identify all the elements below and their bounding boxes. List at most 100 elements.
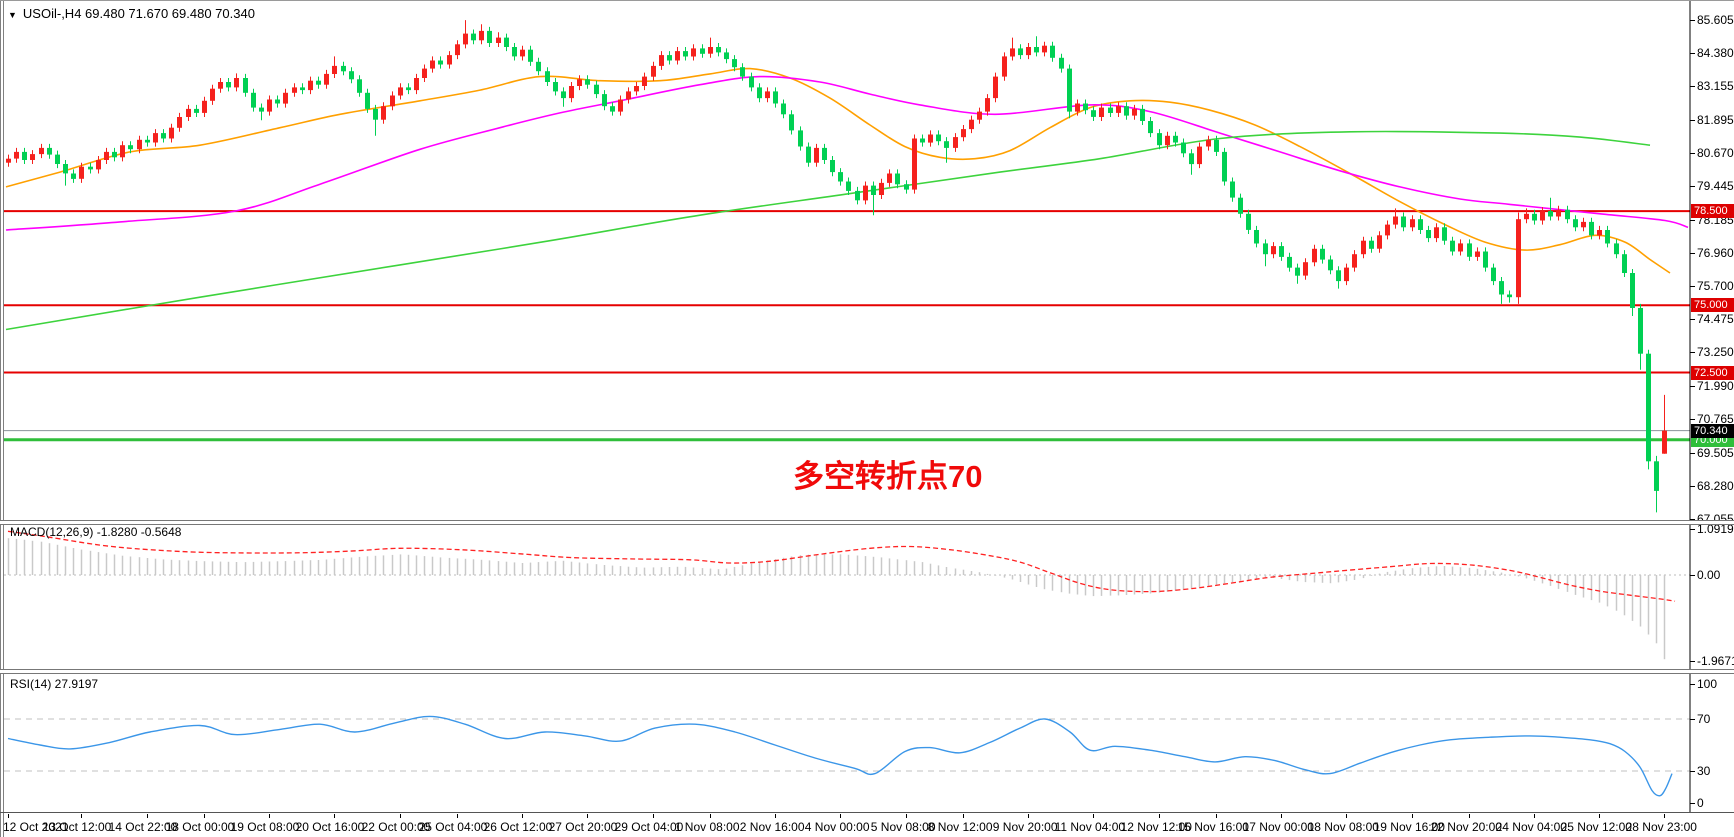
price-label-box-75.000: 75.000 <box>1691 298 1734 312</box>
time-tick <box>522 814 523 818</box>
macd-histogram <box>7 538 1666 660</box>
macd-signal-line <box>7 530 1676 602</box>
ma-mid <box>5 75 1689 231</box>
axis-tick <box>1690 53 1695 54</box>
price-tick-68.280: 68.280 <box>1697 479 1734 493</box>
time-label: 18 Nov 08:00 <box>1307 820 1379 834</box>
ma-fast <box>5 67 1671 274</box>
macd-tick--1.9671: -1.9671 <box>1697 654 1734 668</box>
time-label: 26 Oct 12:00 <box>483 820 553 834</box>
price-tick-81.895: 81.895 <box>1697 113 1734 127</box>
time-label: 24 Nov 04:00 <box>1495 820 1567 834</box>
window-left-border-inner <box>3 1 4 837</box>
rsi-tick-70: 70 <box>1697 712 1711 726</box>
chevron-down-icon[interactable]: ▼ <box>8 10 17 20</box>
time-label: 8 Nov 12:00 <box>927 820 993 834</box>
price-tick-76.960: 76.960 <box>1697 246 1734 260</box>
time-label: 12 Oct 2021 <box>3 820 69 834</box>
axis-tick <box>1690 120 1695 121</box>
time-label: 25 Nov 12:00 <box>1560 820 1632 834</box>
axis-tick <box>1690 86 1695 87</box>
annotation-text: 多空转折点70 <box>793 459 983 494</box>
axis-tick <box>1690 20 1695 21</box>
panel-divider-macd[interactable] <box>0 520 1734 525</box>
price-tick-70.765: 70.765 <box>1697 412 1734 426</box>
rsi-line <box>7 715 1673 797</box>
time-tick <box>963 814 964 818</box>
axis-tick <box>1690 486 1695 487</box>
time-tick <box>1346 814 1347 818</box>
axis-tick <box>1690 286 1695 287</box>
time-label: 11 Nov 04:00 <box>1054 820 1126 834</box>
time-tick <box>1281 814 1282 818</box>
time-tick <box>840 814 841 818</box>
axis-tick <box>1690 253 1695 254</box>
time-tick <box>1093 814 1094 818</box>
time-label: 17 Nov 00:00 <box>1242 820 1314 834</box>
axis-tick <box>1690 719 1695 720</box>
axis-tick <box>1690 352 1695 353</box>
time-tick <box>81 814 82 818</box>
chart-title-bar: ▼ USOil-,H4 69.480 71.670 69.480 70.340 <box>8 6 255 21</box>
time-tick <box>8 814 9 818</box>
rsi-indicator-label: RSI(14) 27.9197 <box>10 677 99 691</box>
time-tick <box>400 814 401 818</box>
time-tick <box>1159 814 1160 818</box>
time-label: 4 Nov 00:00 <box>804 820 870 834</box>
rsi-tick-100: 100 <box>1697 677 1718 691</box>
axis-tick <box>1690 419 1695 420</box>
time-label: 5 Nov 08:00 <box>870 820 936 834</box>
time-label: 27 Oct 20:00 <box>548 820 618 834</box>
axis-tick <box>1690 803 1695 804</box>
time-label: 15 Nov 16:00 <box>1177 820 1249 834</box>
axis-tick <box>1690 519 1695 520</box>
time-tick <box>1664 814 1665 818</box>
panel-divider-rsi[interactable] <box>0 669 1734 674</box>
time-tick <box>1412 814 1413 818</box>
macd-indicator-label: MACD(12,26,9) -1.8280 -0.5648 <box>10 525 182 539</box>
price-tick-80.670: 80.670 <box>1697 146 1734 160</box>
axis-tick <box>1690 153 1695 154</box>
rsi-tick-30: 30 <box>1697 764 1711 778</box>
time-tick <box>710 814 711 818</box>
axis-tick <box>1690 319 1695 320</box>
axis-tick <box>1690 529 1695 530</box>
axis-tick <box>1690 771 1695 772</box>
time-label: 9 Nov 20:00 <box>992 820 1058 834</box>
price-tick-69.505: 69.505 <box>1697 446 1734 460</box>
time-tick <box>147 814 148 818</box>
macd-tick-1.0919: 1.0919 <box>1697 522 1734 536</box>
price-tick-84.380: 84.380 <box>1697 46 1734 60</box>
time-tick <box>653 814 654 818</box>
price-tick-75.700: 75.700 <box>1697 279 1734 293</box>
time-tick <box>1599 814 1600 818</box>
time-label: 14 Oct 22:00 <box>108 820 178 834</box>
time-label: 19 Nov 16:00 <box>1373 820 1445 834</box>
time-axis-border <box>0 812 1734 813</box>
time-tick <box>334 814 335 818</box>
time-tick <box>1534 814 1535 818</box>
ma-slow <box>5 130 1651 331</box>
axis-tick <box>1690 386 1695 387</box>
price-tick-83.155: 83.155 <box>1697 79 1734 93</box>
time-tick <box>587 814 588 818</box>
price-label-box-72.500: 72.500 <box>1691 366 1734 380</box>
window-left-border <box>0 1 1 837</box>
axis-tick <box>1690 453 1695 454</box>
time-label: 28 Nov 23:00 <box>1625 820 1697 834</box>
time-tick <box>457 814 458 818</box>
axis-tick <box>1690 661 1695 662</box>
time-tick <box>204 814 205 818</box>
time-label: 29 Oct 04:00 <box>614 820 684 834</box>
price-tick-74.475: 74.475 <box>1697 312 1734 326</box>
time-tick <box>906 814 907 818</box>
symbol-ohlc-title: USOil-,H4 69.480 71.670 69.480 70.340 <box>22 6 255 21</box>
time-tick <box>1216 814 1217 818</box>
time-label: 13 Oct 12:00 <box>42 820 112 834</box>
rsi-tick-0: 0 <box>1697 796 1704 810</box>
macd-tick-0.00: 0.00 <box>1697 568 1721 582</box>
candles[interactable] <box>6 20 1667 513</box>
time-label: 20 Oct 16:00 <box>295 820 365 834</box>
axis-tick <box>1690 220 1695 221</box>
